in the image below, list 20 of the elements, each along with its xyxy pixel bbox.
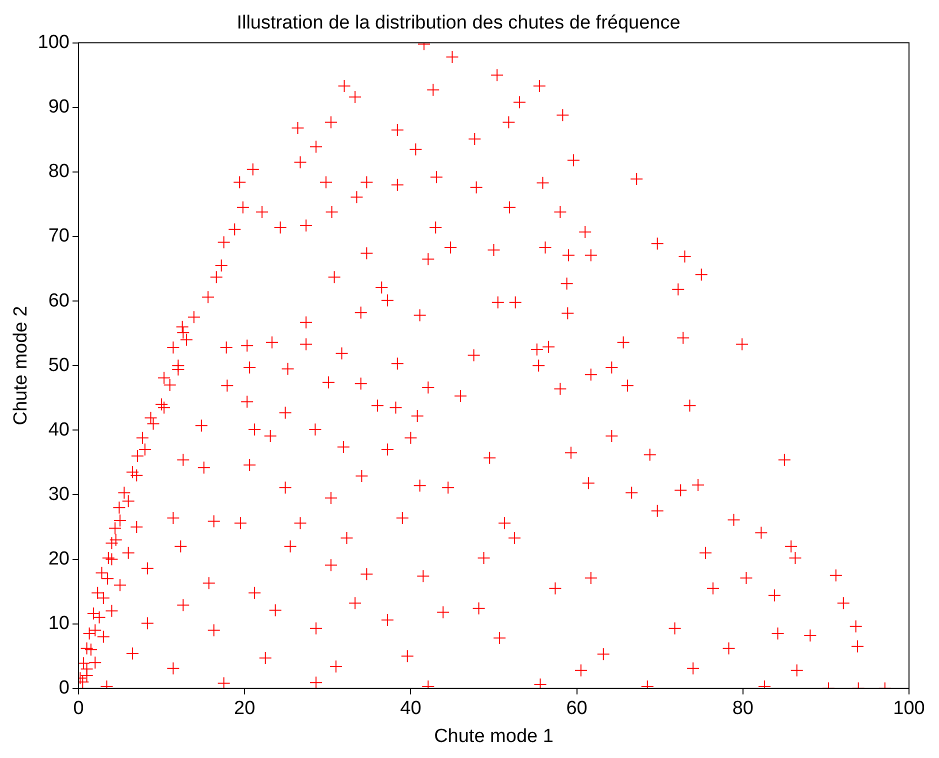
x-tick-label: 100 [893,698,925,720]
y-tick-label: 100 [38,32,70,54]
chart-title: Illustration de la distribution des chutes de fréquence [236,12,680,34]
x-tick-label: 60 [566,698,588,720]
y-tick-label: 70 [48,226,70,247]
y-tick-label: 40 [48,419,70,440]
x-tick-label: 20 [234,698,256,720]
x-tick-label: 40 [400,698,422,720]
y-tick-label: 10 [48,613,70,634]
y-tick-label: 90 [48,96,70,118]
y-tick-label: 60 [48,290,70,312]
x-tick-label: 80 [732,698,754,720]
y-tick-label: 30 [48,484,70,505]
x-axis-title: Chute mode 1 [434,726,554,747]
y-tick-label: 50 [48,354,70,376]
y-tick-label: 80 [48,161,70,182]
y-tick-label: 20 [48,548,70,570]
x-tick-label: 0 [73,698,84,720]
y-axis-title: Chute mode 2 [10,306,32,426]
y-tick-label: 0 [58,678,70,699]
